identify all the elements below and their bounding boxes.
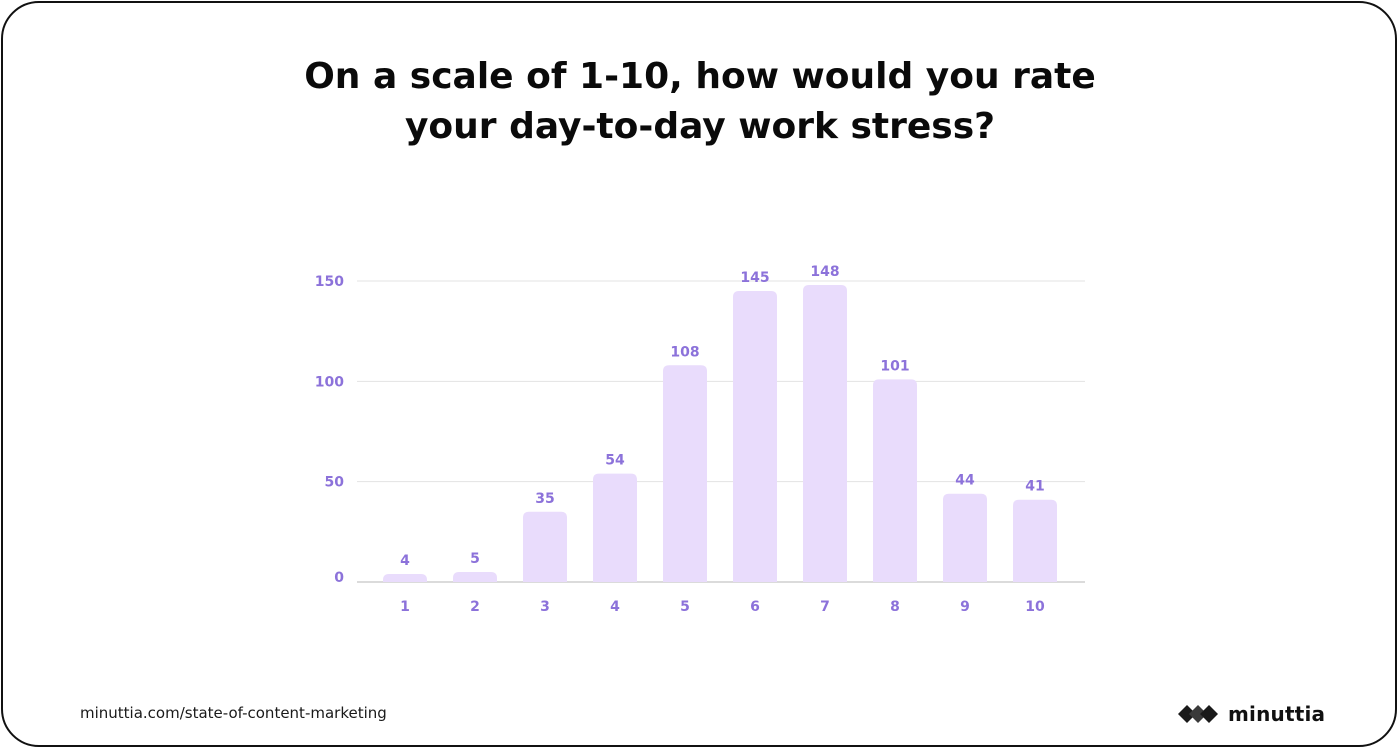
minuttia-logo-icon [1178, 705, 1218, 723]
x-tick-label: 7 [820, 599, 830, 615]
bar [733, 291, 777, 582]
y-tick-label: 100 [315, 374, 344, 390]
data-label: 5 [470, 551, 480, 567]
data-label: 54 [605, 453, 625, 469]
data-label: 148 [810, 264, 839, 280]
x-tick-label: 10 [1025, 599, 1045, 615]
brand-name: minuttia [1228, 702, 1326, 726]
y-tick-label: 0 [334, 570, 344, 586]
bar [523, 511, 567, 582]
bar [593, 473, 637, 582]
data-label: 41 [1025, 479, 1044, 495]
source-url[interactable]: minuttia.com/state-of-content-marketing [80, 704, 387, 722]
data-label: 101 [880, 358, 909, 374]
bar [803, 285, 847, 582]
bar [453, 571, 497, 582]
x-tick-label: 6 [750, 599, 760, 615]
bar [383, 573, 427, 582]
title-line-1: On a scale of 1-10, how would you rate [304, 56, 1096, 97]
x-tick-label: 4 [610, 599, 620, 615]
data-label: 4 [400, 553, 410, 569]
y-tick-label: 50 [325, 475, 345, 491]
bar [663, 365, 707, 582]
brand-logo: minuttia [1178, 700, 1325, 728]
x-tick-label: 2 [470, 599, 480, 615]
bar [873, 379, 917, 582]
x-tick-label: 5 [680, 599, 690, 615]
x-tick-label: 1 [400, 599, 410, 615]
bar [943, 493, 987, 582]
data-label: 35 [535, 491, 554, 507]
data-label: 108 [670, 344, 699, 360]
x-tick-label: 3 [540, 599, 550, 615]
x-tick-label: 8 [890, 599, 900, 615]
bar [1013, 499, 1057, 582]
page-title: On a scale of 1-10, how would you rate y… [0, 52, 1400, 152]
data-label: 145 [740, 270, 769, 286]
data-label: 44 [955, 473, 975, 489]
y-tick-label: 150 [315, 274, 344, 290]
title-line-2: your day-to-day work stress? [404, 106, 996, 147]
x-tick-label: 9 [960, 599, 970, 615]
